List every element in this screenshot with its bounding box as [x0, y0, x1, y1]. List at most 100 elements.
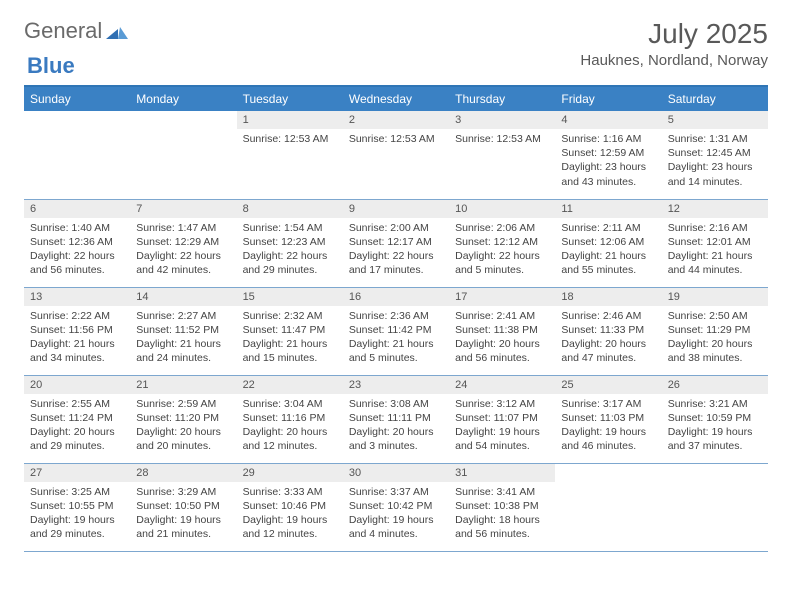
day-details: Sunrise: 3:33 AMSunset: 10:46 PMDaylight…	[237, 482, 343, 546]
calendar-week-row: 6Sunrise: 1:40 AMSunset: 12:36 AMDayligh…	[24, 199, 768, 287]
day-number: 4	[555, 111, 661, 129]
brand-mark-icon	[106, 23, 128, 39]
page-subtitle: Hauknes, Nordland, Norway	[580, 52, 768, 69]
day-number: 12	[662, 200, 768, 218]
day-details: Sunrise: 1:54 AMSunset: 12:23 AMDaylight…	[237, 218, 343, 282]
calendar-cell: 9Sunrise: 2:00 AMSunset: 12:17 AMDayligh…	[343, 199, 449, 287]
calendar-cell: 24Sunrise: 3:12 AMSunset: 11:07 PMDaylig…	[449, 375, 555, 463]
brand-word1: General	[24, 18, 102, 44]
day-number: 26	[662, 376, 768, 394]
day-details: Sunrise: 1:40 AMSunset: 12:36 AMDaylight…	[24, 218, 130, 282]
calendar-cell: 3Sunrise: 12:53 AM	[449, 111, 555, 199]
calendar-cell: 4Sunrise: 1:16 AMSunset: 12:59 AMDayligh…	[555, 111, 661, 199]
calendar-cell	[662, 463, 768, 551]
calendar-cell: 6Sunrise: 1:40 AMSunset: 12:36 AMDayligh…	[24, 199, 130, 287]
day-header: Wednesday	[343, 87, 449, 111]
calendar-cell: 11Sunrise: 2:11 AMSunset: 12:06 AMDaylig…	[555, 199, 661, 287]
day-details: Sunrise: 3:37 AMSunset: 10:42 PMDaylight…	[343, 482, 449, 546]
day-number: 16	[343, 288, 449, 306]
day-number: 8	[237, 200, 343, 218]
day-details: Sunrise: 2:11 AMSunset: 12:06 AMDaylight…	[555, 218, 661, 282]
day-number: 23	[343, 376, 449, 394]
calendar-cell: 18Sunrise: 2:46 AMSunset: 11:33 PMDaylig…	[555, 287, 661, 375]
day-details: Sunrise: 1:16 AMSunset: 12:59 AMDaylight…	[555, 129, 661, 193]
day-details: Sunrise: 2:41 AMSunset: 11:38 PMDaylight…	[449, 306, 555, 370]
day-header: Tuesday	[237, 87, 343, 111]
calendar-cell: 25Sunrise: 3:17 AMSunset: 11:03 PMDaylig…	[555, 375, 661, 463]
brand-logo: General	[24, 18, 130, 44]
day-number: 15	[237, 288, 343, 306]
day-details: Sunrise: 3:41 AMSunset: 10:38 PMDaylight…	[449, 482, 555, 546]
calendar-cell: 31Sunrise: 3:41 AMSunset: 10:38 PMDaylig…	[449, 463, 555, 551]
day-number: 19	[662, 288, 768, 306]
day-number: 2	[343, 111, 449, 129]
calendar-week-row: 1Sunrise: 12:53 AM2Sunrise: 12:53 AM3Sun…	[24, 111, 768, 199]
day-header: Friday	[555, 87, 661, 111]
day-details: Sunrise: 1:47 AMSunset: 12:29 AMDaylight…	[130, 218, 236, 282]
day-details: Sunrise: 2:06 AMSunset: 12:12 AMDaylight…	[449, 218, 555, 282]
calendar-cell: 22Sunrise: 3:04 AMSunset: 11:16 PMDaylig…	[237, 375, 343, 463]
calendar-table: SundayMondayTuesdayWednesdayThursdayFrid…	[24, 87, 768, 552]
day-details: Sunrise: 2:46 AMSunset: 11:33 PMDaylight…	[555, 306, 661, 370]
calendar-cell: 26Sunrise: 3:21 AMSunset: 10:59 PMDaylig…	[662, 375, 768, 463]
day-number: 7	[130, 200, 236, 218]
day-details: Sunrise: 3:29 AMSunset: 10:50 PMDaylight…	[130, 482, 236, 546]
day-details: Sunrise: 2:16 AMSunset: 12:01 AMDaylight…	[662, 218, 768, 282]
calendar-cell: 12Sunrise: 2:16 AMSunset: 12:01 AMDaylig…	[662, 199, 768, 287]
day-number: 3	[449, 111, 555, 129]
calendar-cell: 13Sunrise: 2:22 AMSunset: 11:56 PMDaylig…	[24, 287, 130, 375]
calendar-cell: 5Sunrise: 1:31 AMSunset: 12:45 AMDayligh…	[662, 111, 768, 199]
day-details: Sunrise: 2:50 AMSunset: 11:29 PMDaylight…	[662, 306, 768, 370]
day-number: 28	[130, 464, 236, 482]
day-header: Sunday	[24, 87, 130, 111]
brand-word2: Blue	[27, 53, 75, 79]
day-details: Sunrise: 3:08 AMSunset: 11:11 PMDaylight…	[343, 394, 449, 458]
day-number: 29	[237, 464, 343, 482]
day-details: Sunrise: 3:04 AMSunset: 11:16 PMDaylight…	[237, 394, 343, 458]
day-details: Sunrise: 2:59 AMSunset: 11:20 PMDaylight…	[130, 394, 236, 458]
day-details: Sunrise: 2:36 AMSunset: 11:42 PMDaylight…	[343, 306, 449, 370]
page-title: July 2025	[580, 18, 768, 50]
calendar-cell: 10Sunrise: 2:06 AMSunset: 12:12 AMDaylig…	[449, 199, 555, 287]
day-number: 18	[555, 288, 661, 306]
calendar-cell: 30Sunrise: 3:37 AMSunset: 10:42 PMDaylig…	[343, 463, 449, 551]
calendar-cell: 8Sunrise: 1:54 AMSunset: 12:23 AMDayligh…	[237, 199, 343, 287]
calendar-week-row: 20Sunrise: 2:55 AMSunset: 11:24 PMDaylig…	[24, 375, 768, 463]
day-details: Sunrise: 2:27 AMSunset: 11:52 PMDaylight…	[130, 306, 236, 370]
day-details: Sunrise: 12:53 AM	[449, 129, 555, 150]
calendar-cell	[130, 111, 236, 199]
day-number: 1	[237, 111, 343, 129]
calendar-head: SundayMondayTuesdayWednesdayThursdayFrid…	[24, 87, 768, 111]
day-number: 24	[449, 376, 555, 394]
day-details: Sunrise: 1:31 AMSunset: 12:45 AMDaylight…	[662, 129, 768, 193]
day-number: 27	[24, 464, 130, 482]
day-number: 11	[555, 200, 661, 218]
calendar-cell: 21Sunrise: 2:59 AMSunset: 11:20 PMDaylig…	[130, 375, 236, 463]
day-header: Saturday	[662, 87, 768, 111]
day-details: Sunrise: 2:00 AMSunset: 12:17 AMDaylight…	[343, 218, 449, 282]
day-details: Sunrise: 3:12 AMSunset: 11:07 PMDaylight…	[449, 394, 555, 458]
day-number: 30	[343, 464, 449, 482]
calendar-cell	[555, 463, 661, 551]
day-number: 20	[24, 376, 130, 394]
calendar-week-row: 27Sunrise: 3:25 AMSunset: 10:55 PMDaylig…	[24, 463, 768, 551]
day-number: 6	[24, 200, 130, 218]
day-details: Sunrise: 2:32 AMSunset: 11:47 PMDaylight…	[237, 306, 343, 370]
calendar-cell: 1Sunrise: 12:53 AM	[237, 111, 343, 199]
day-number: 22	[237, 376, 343, 394]
day-number: 5	[662, 111, 768, 129]
day-number: 14	[130, 288, 236, 306]
day-number: 17	[449, 288, 555, 306]
calendar-cell: 16Sunrise: 2:36 AMSunset: 11:42 PMDaylig…	[343, 287, 449, 375]
day-details: Sunrise: 2:22 AMSunset: 11:56 PMDaylight…	[24, 306, 130, 370]
day-details: Sunrise: 3:21 AMSunset: 10:59 PMDaylight…	[662, 394, 768, 458]
calendar-cell: 20Sunrise: 2:55 AMSunset: 11:24 PMDaylig…	[24, 375, 130, 463]
calendar-body: 1Sunrise: 12:53 AM2Sunrise: 12:53 AM3Sun…	[24, 111, 768, 551]
day-header: Monday	[130, 87, 236, 111]
calendar-cell: 15Sunrise: 2:32 AMSunset: 11:47 PMDaylig…	[237, 287, 343, 375]
day-details: Sunrise: 2:55 AMSunset: 11:24 PMDaylight…	[24, 394, 130, 458]
calendar-cell: 19Sunrise: 2:50 AMSunset: 11:29 PMDaylig…	[662, 287, 768, 375]
calendar-cell: 17Sunrise: 2:41 AMSunset: 11:38 PMDaylig…	[449, 287, 555, 375]
day-number: 25	[555, 376, 661, 394]
calendar-cell: 14Sunrise: 2:27 AMSunset: 11:52 PMDaylig…	[130, 287, 236, 375]
